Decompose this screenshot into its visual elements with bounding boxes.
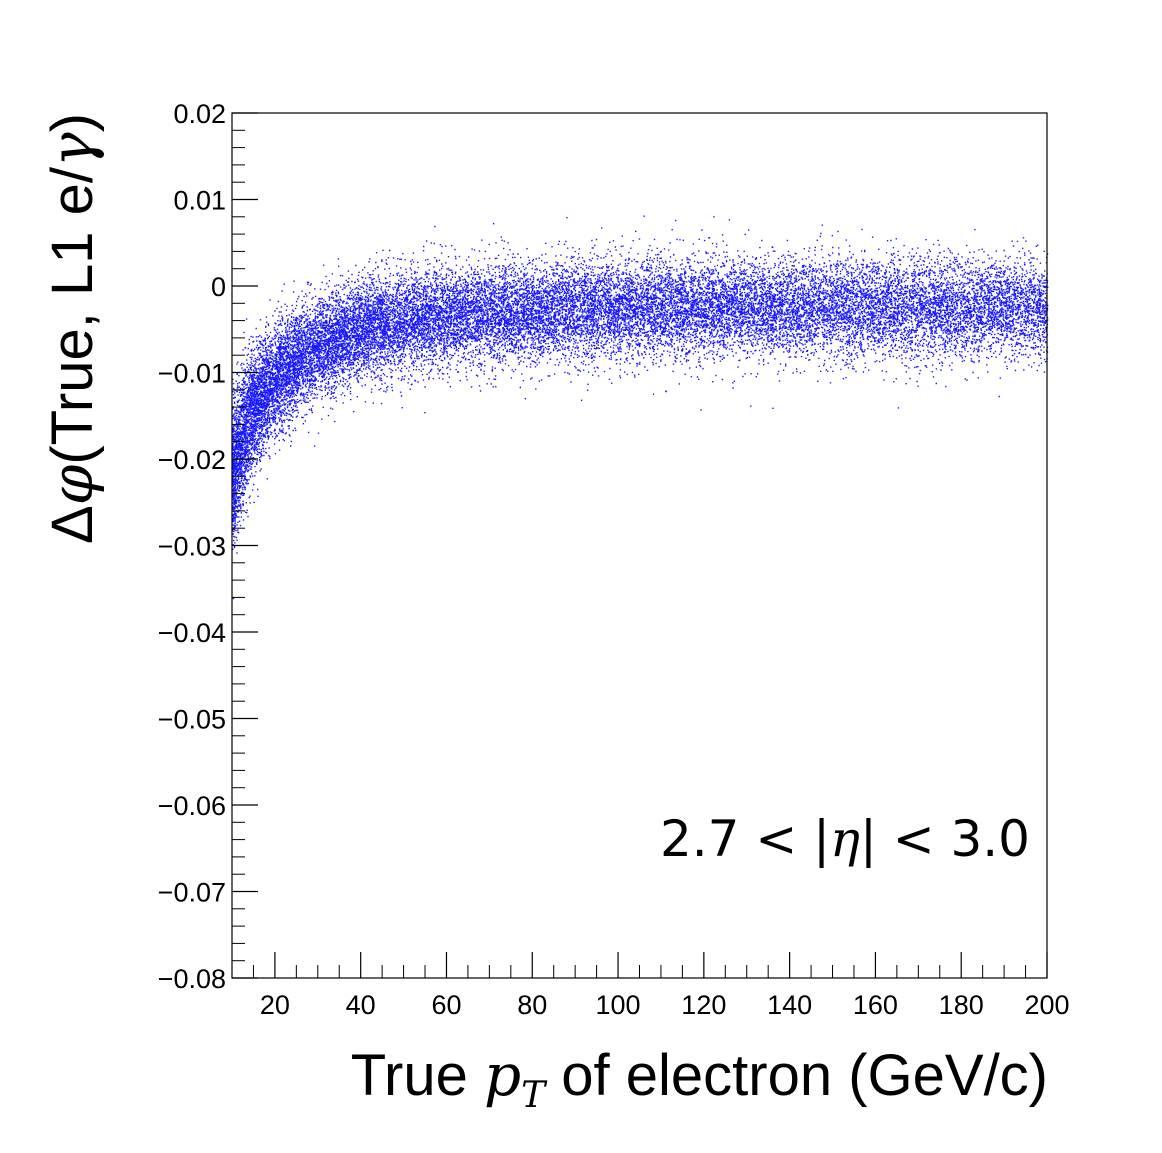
x-tick-label: 160 bbox=[853, 990, 898, 1020]
x-tick-label: 120 bbox=[681, 990, 726, 1020]
y-tick-label: −0.05 bbox=[158, 705, 226, 735]
y-tick-label: −0.06 bbox=[158, 791, 226, 821]
x-tick-label: 100 bbox=[596, 990, 641, 1020]
y-tick-label: −0.04 bbox=[158, 618, 226, 648]
x-tick-label: 20 bbox=[260, 990, 290, 1020]
y-axis-title: Δφ(True, L1 e/γ) bbox=[38, 113, 106, 544]
data-points bbox=[232, 215, 1049, 600]
eta-symbol: η bbox=[830, 810, 860, 868]
x-tick-label: 40 bbox=[346, 990, 376, 1020]
x-axis-var: p bbox=[484, 1041, 521, 1109]
x-tick-label: 140 bbox=[767, 990, 812, 1020]
x-tick-label: 60 bbox=[431, 990, 461, 1020]
scatter-markers bbox=[232, 215, 1049, 600]
y-tick-label: 0 bbox=[211, 272, 226, 302]
y-tick-label: −0.01 bbox=[158, 359, 226, 389]
eta-range-annotation: 2.7 < |η| < 3.0 bbox=[660, 810, 1030, 868]
x-tick-label: 180 bbox=[939, 990, 984, 1020]
y-tick-label: 0.02 bbox=[173, 99, 226, 129]
x-tick-label: 200 bbox=[1024, 990, 1069, 1020]
y-tick-label: −0.03 bbox=[158, 532, 226, 562]
tick-labels: 20 40 60 80 100 120 140 160 180 200 0.02 0.01 0 −0.01… bbox=[158, 99, 1070, 1020]
y-axis-var2: γ bbox=[38, 132, 106, 167]
y-tick-label: −0.02 bbox=[158, 445, 226, 475]
x-axis-var-sub: T bbox=[521, 1075, 548, 1116]
y-tick-label: −0.08 bbox=[158, 964, 226, 994]
y-axis-var: φ bbox=[38, 464, 106, 505]
x-tick-label: 80 bbox=[517, 990, 547, 1020]
x-axis-title: True pT of electron (GeV/c) bbox=[351, 1041, 1048, 1116]
y-tick-label: 0.01 bbox=[173, 186, 226, 216]
y-tick-label: −0.07 bbox=[158, 878, 226, 908]
axis-ticks bbox=[231, 112, 1048, 979]
